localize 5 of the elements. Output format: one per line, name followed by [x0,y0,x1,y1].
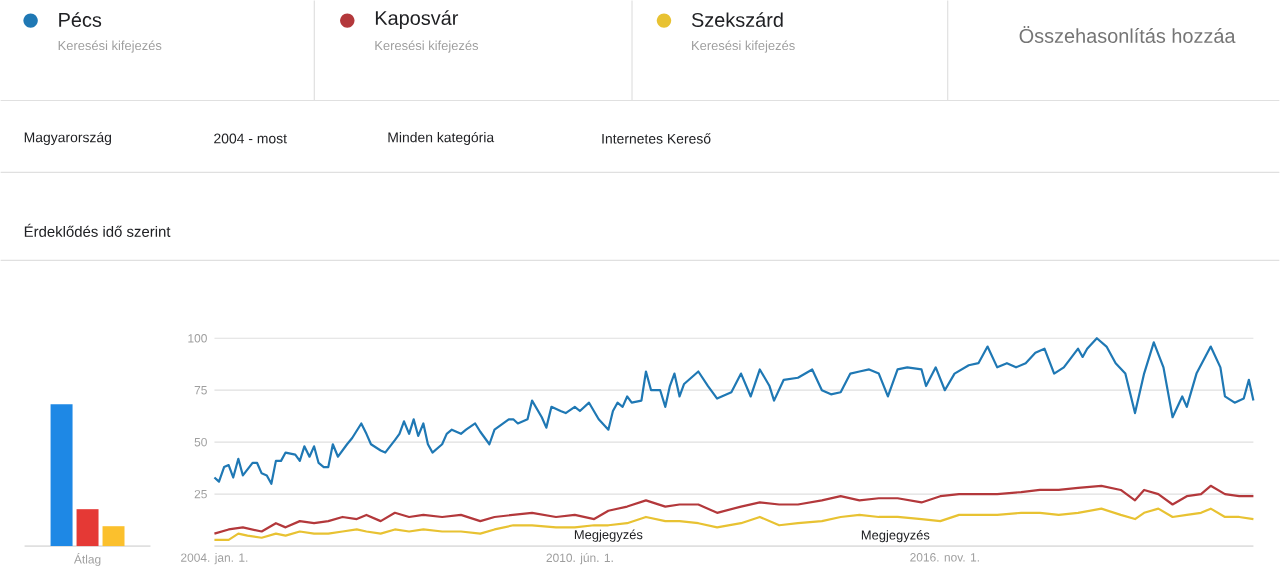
legend-label: Pécs [59,12,102,27]
text: Összehasonlítás hozzáa [1019,26,1236,43]
line-series [213,337,1255,485]
legend-label: Szekszárd [691,12,783,27]
legend-label: Kaposvár [375,10,459,29]
